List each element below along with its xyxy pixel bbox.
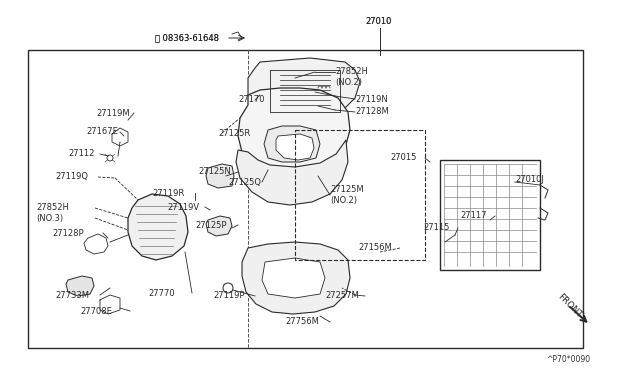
Text: 27852H: 27852H	[335, 67, 368, 77]
Polygon shape	[84, 234, 108, 254]
Text: ^P70*0090: ^P70*0090	[546, 356, 590, 365]
Text: 27128M: 27128M	[355, 108, 388, 116]
Bar	[440, 160, 540, 270]
Text: 27010: 27010	[365, 17, 392, 26]
Text: 27125R: 27125R	[218, 128, 250, 138]
Text: 27167E: 27167E	[86, 128, 118, 137]
Polygon shape	[248, 58, 360, 122]
Polygon shape	[242, 242, 350, 314]
Text: 27125P: 27125P	[195, 221, 227, 230]
Text: 27119Q: 27119Q	[55, 173, 88, 182]
Text: 27119V: 27119V	[167, 202, 199, 212]
Text: 27115: 27115	[423, 224, 449, 232]
Polygon shape	[66, 276, 94, 296]
Text: 27119M: 27119M	[96, 109, 130, 118]
Text: 27852H: 27852H	[36, 203, 69, 212]
Text: (NO.2): (NO.2)	[335, 77, 362, 87]
Circle shape	[223, 283, 233, 293]
Text: 27128P: 27128P	[52, 228, 84, 237]
Circle shape	[107, 155, 113, 161]
Text: Ⓢ 08363-61648: Ⓢ 08363-61648	[155, 33, 219, 42]
Polygon shape	[264, 126, 320, 162]
Text: 27010J: 27010J	[515, 176, 544, 185]
Text: 27112: 27112	[68, 150, 94, 158]
Polygon shape	[276, 134, 314, 160]
Polygon shape	[236, 140, 348, 205]
Text: Ⓢ 08363-61648: Ⓢ 08363-61648	[155, 33, 219, 42]
Polygon shape	[128, 194, 188, 260]
Text: FRONT: FRONT	[556, 292, 584, 320]
Text: 27010: 27010	[365, 17, 392, 26]
Text: 27125Q: 27125Q	[228, 177, 261, 186]
Bar	[28, 50, 583, 348]
Text: 27015: 27015	[390, 154, 417, 163]
Bar	[295, 130, 425, 260]
Text: 27257M: 27257M	[325, 292, 359, 301]
Text: 27119P: 27119P	[213, 292, 244, 301]
Text: 27770: 27770	[148, 289, 175, 298]
Polygon shape	[238, 88, 350, 176]
Text: 27756M: 27756M	[285, 317, 319, 327]
Text: (NO.2): (NO.2)	[330, 196, 357, 205]
Text: 27125N: 27125N	[198, 167, 231, 176]
Text: 27125M: 27125M	[330, 186, 364, 195]
Polygon shape	[262, 258, 325, 298]
Text: 27119N: 27119N	[355, 94, 388, 103]
Text: (NO.3): (NO.3)	[36, 214, 63, 222]
Text: 27708E: 27708E	[80, 307, 112, 315]
Text: 27733M: 27733M	[55, 291, 89, 299]
Text: 27119R: 27119R	[152, 189, 184, 198]
Polygon shape	[206, 164, 234, 188]
Text: 27156M: 27156M	[358, 244, 392, 253]
Text: 27170: 27170	[238, 96, 264, 105]
Polygon shape	[206, 216, 232, 236]
Text: 27117: 27117	[460, 212, 486, 221]
